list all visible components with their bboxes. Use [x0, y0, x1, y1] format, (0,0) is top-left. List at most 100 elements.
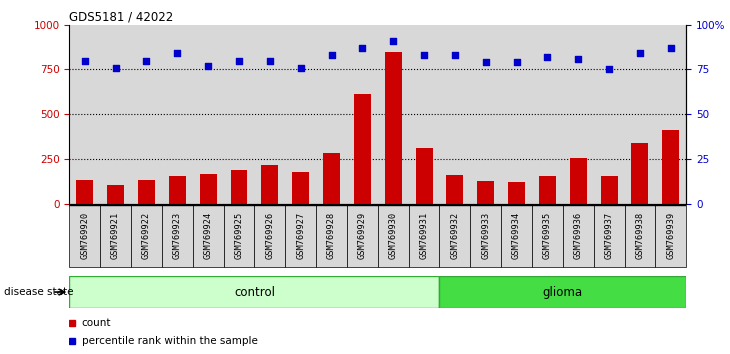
Point — [388, 38, 399, 44]
Bar — [656, 205, 686, 267]
Bar — [316, 25, 347, 204]
Bar — [593, 205, 624, 267]
Bar — [254, 25, 285, 204]
Bar — [193, 205, 223, 267]
Bar — [254, 205, 285, 267]
Bar — [193, 25, 223, 204]
Bar — [601, 176, 618, 204]
Bar — [508, 182, 525, 204]
Point — [480, 59, 491, 65]
Text: GSM769925: GSM769925 — [234, 211, 244, 259]
Text: GSM769930: GSM769930 — [388, 211, 398, 259]
Point — [264, 58, 276, 63]
Text: GDS5181 / 42022: GDS5181 / 42022 — [69, 11, 174, 24]
Text: GSM769928: GSM769928 — [327, 211, 336, 259]
Bar — [447, 175, 464, 204]
Bar — [439, 205, 470, 267]
Bar — [501, 205, 532, 267]
Bar — [477, 181, 494, 204]
Text: GSM769937: GSM769937 — [604, 211, 614, 259]
Point — [326, 52, 337, 58]
Bar — [532, 205, 563, 267]
Bar — [138, 180, 155, 204]
Bar — [261, 165, 278, 204]
Point — [572, 56, 584, 62]
Bar — [131, 25, 162, 204]
Bar — [285, 25, 316, 204]
Bar — [323, 153, 340, 204]
Bar — [347, 25, 378, 204]
Bar — [631, 143, 648, 204]
Bar — [385, 52, 402, 204]
Text: GSM769931: GSM769931 — [420, 211, 429, 259]
Bar — [409, 205, 439, 267]
Text: GSM769921: GSM769921 — [111, 211, 120, 259]
Bar — [162, 205, 193, 267]
Bar — [347, 205, 378, 267]
Point — [233, 58, 245, 63]
Point — [665, 45, 677, 51]
Bar — [223, 205, 255, 267]
Point — [295, 65, 307, 70]
Bar — [69, 25, 100, 204]
Bar — [378, 25, 409, 204]
Bar — [563, 25, 593, 204]
Text: GSM769929: GSM769929 — [358, 211, 367, 259]
Bar — [100, 205, 131, 267]
Text: GSM769924: GSM769924 — [204, 211, 212, 259]
Point — [418, 52, 430, 58]
Bar — [656, 25, 686, 204]
Point — [542, 54, 553, 60]
Bar — [69, 205, 100, 267]
Point — [356, 45, 368, 51]
Text: GSM769926: GSM769926 — [265, 211, 274, 259]
Bar — [131, 205, 162, 267]
Point — [79, 58, 91, 63]
Bar — [292, 172, 309, 204]
Bar — [470, 205, 501, 267]
Bar — [563, 205, 593, 267]
Text: GSM769920: GSM769920 — [80, 211, 89, 259]
Bar — [162, 25, 193, 204]
Text: disease state: disease state — [4, 287, 73, 297]
Bar — [354, 93, 371, 204]
Bar — [439, 25, 470, 204]
Bar — [107, 185, 124, 204]
Bar — [539, 176, 556, 204]
Bar — [409, 25, 439, 204]
Point — [202, 63, 214, 69]
Text: percentile rank within the sample: percentile rank within the sample — [82, 336, 258, 346]
Bar — [200, 174, 217, 204]
Bar — [570, 158, 587, 204]
Point — [634, 51, 646, 56]
Bar — [223, 25, 255, 204]
Bar — [532, 25, 563, 204]
Text: GSM769933: GSM769933 — [481, 211, 491, 259]
Bar — [69, 276, 439, 308]
Text: glioma: glioma — [543, 286, 583, 298]
Bar — [593, 25, 624, 204]
Bar — [100, 25, 131, 204]
Bar — [169, 176, 185, 204]
Text: GSM769938: GSM769938 — [635, 211, 645, 259]
Bar — [285, 205, 316, 267]
Point — [141, 58, 153, 63]
Point — [110, 65, 121, 70]
Bar — [77, 180, 93, 204]
Bar — [470, 25, 501, 204]
Text: GSM769939: GSM769939 — [666, 211, 675, 259]
Bar — [231, 171, 247, 204]
Point — [449, 52, 461, 58]
Text: GSM769935: GSM769935 — [543, 211, 552, 259]
Text: count: count — [82, 318, 111, 328]
Text: GSM769932: GSM769932 — [450, 211, 459, 259]
Point — [511, 59, 523, 65]
Text: control: control — [234, 286, 275, 298]
Bar — [501, 25, 532, 204]
Bar — [316, 205, 347, 267]
Text: GSM769923: GSM769923 — [173, 211, 182, 259]
Point — [172, 51, 183, 56]
Text: GSM769927: GSM769927 — [296, 211, 305, 259]
Bar — [625, 25, 656, 204]
Bar — [662, 130, 679, 204]
